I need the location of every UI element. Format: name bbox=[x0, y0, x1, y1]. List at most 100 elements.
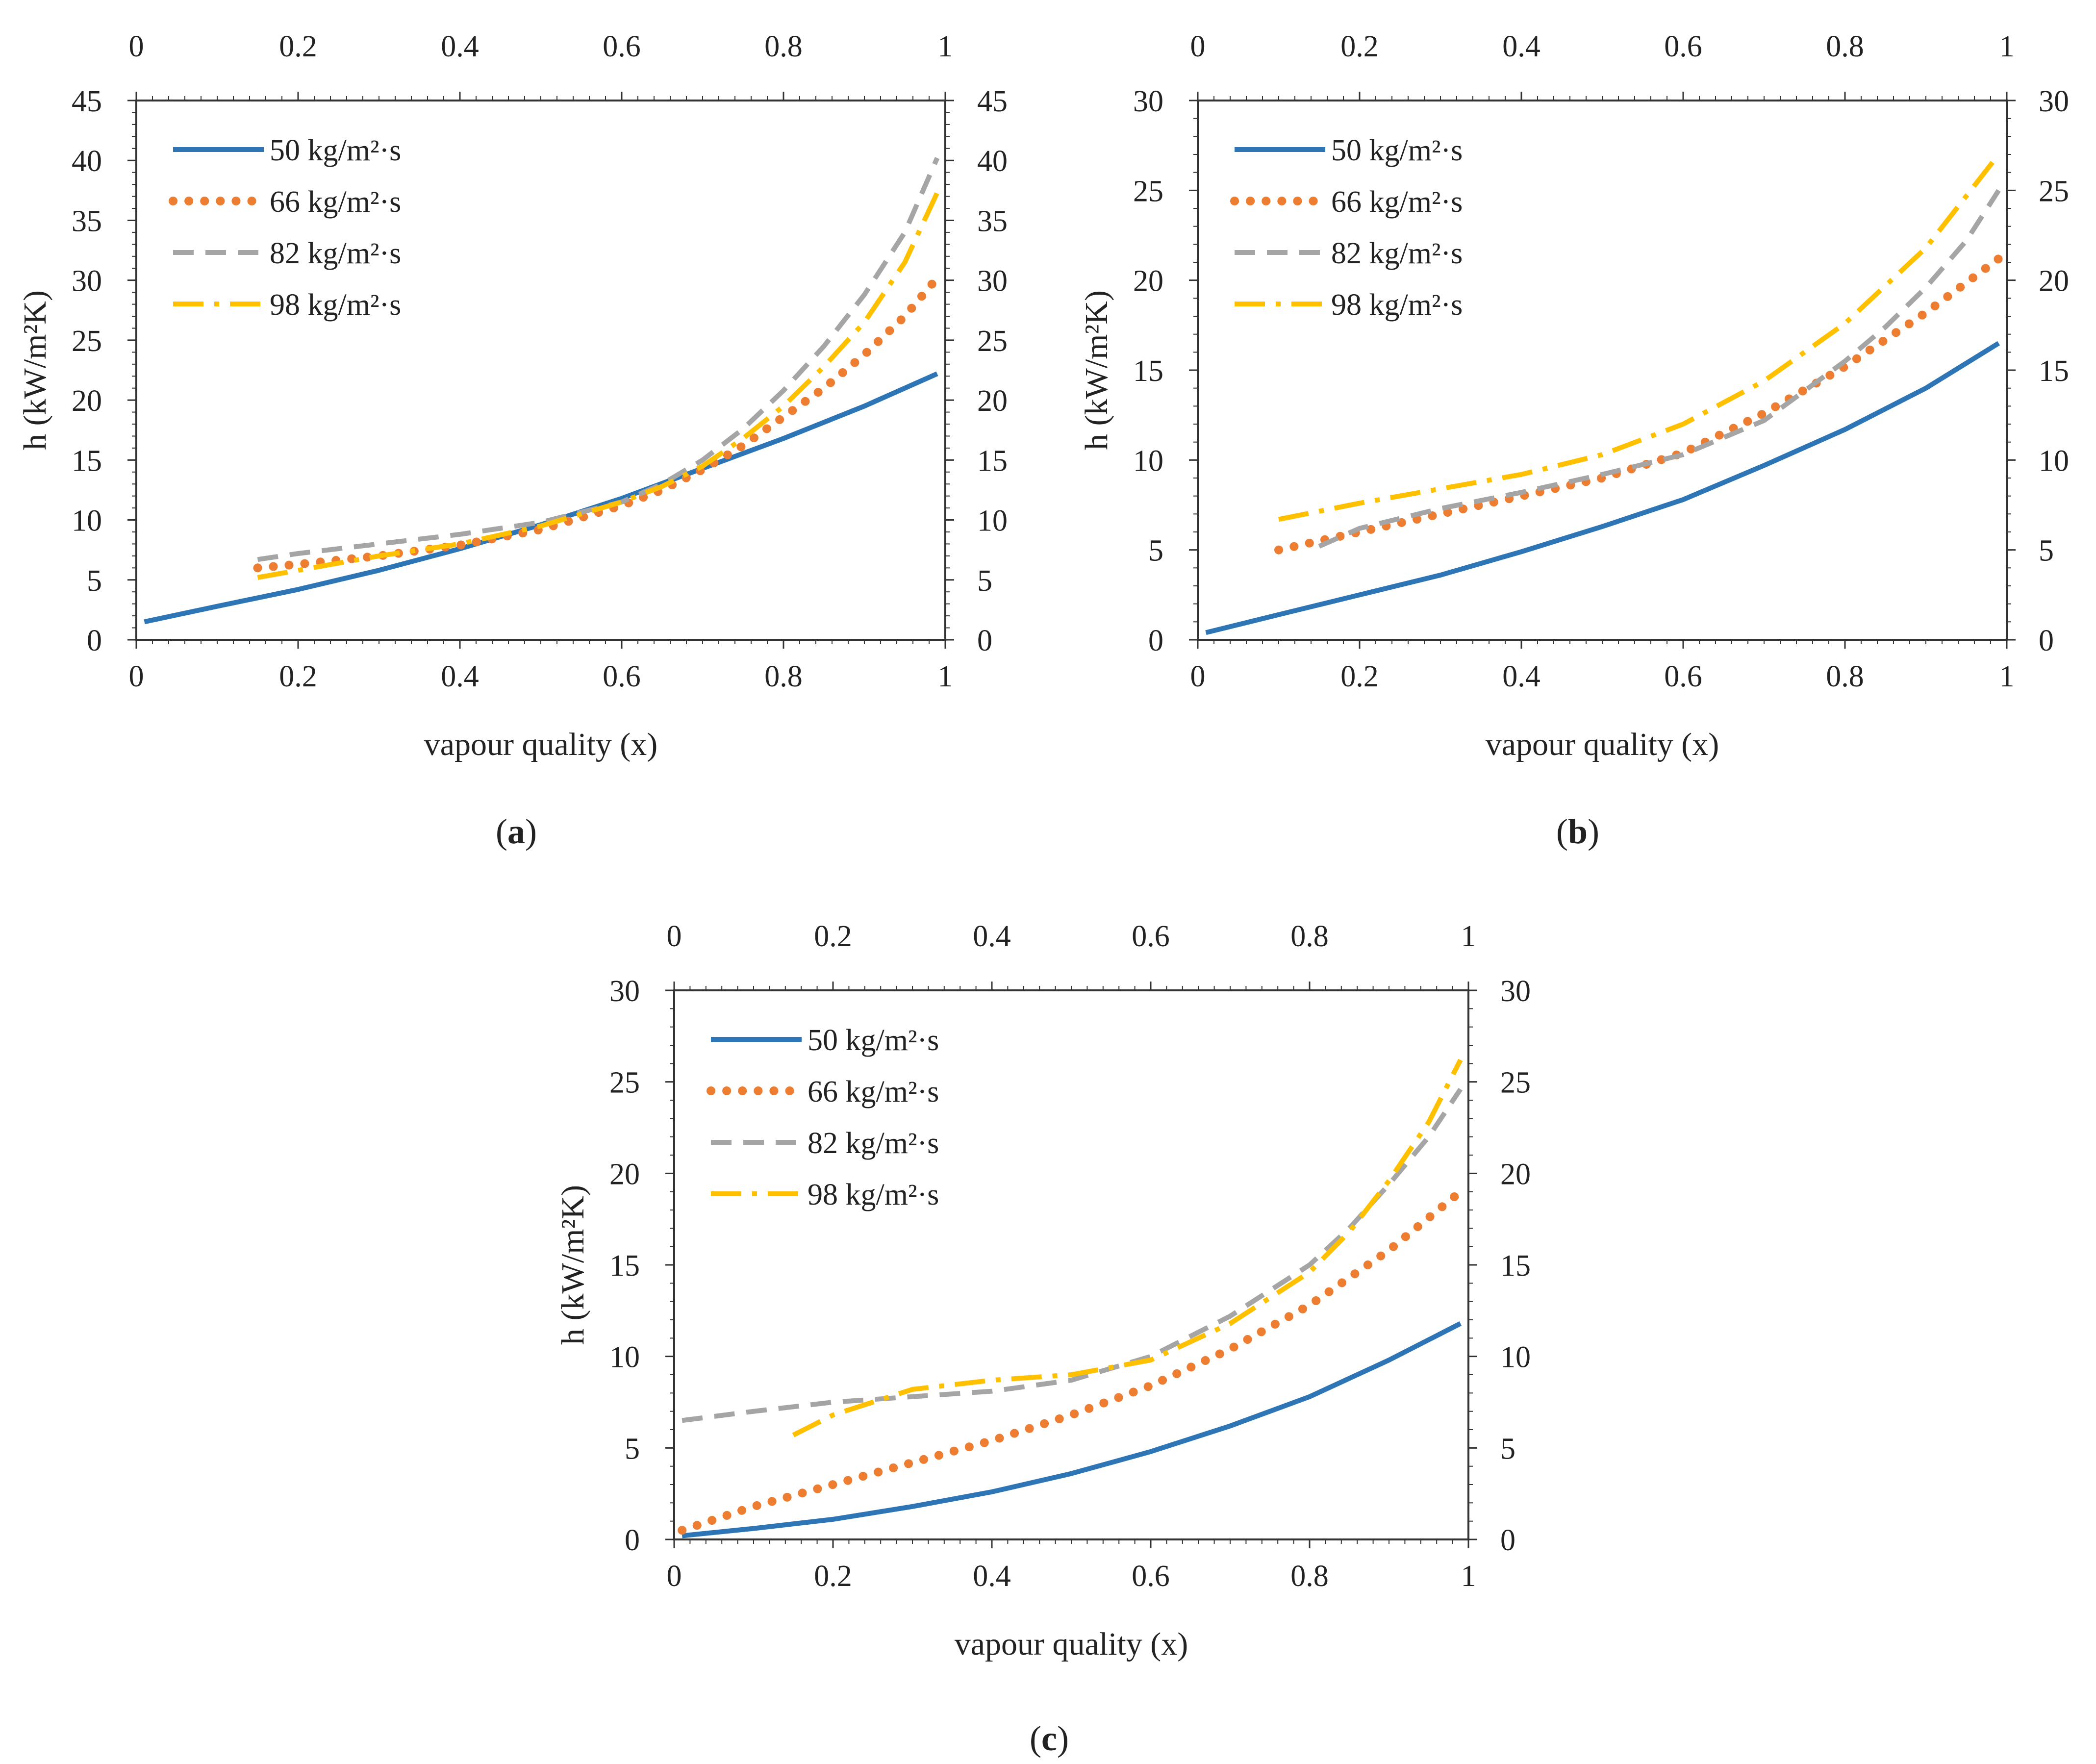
x-tick-label: 1 bbox=[1999, 660, 2015, 693]
x-top-tick-label: 0.8 bbox=[1826, 30, 1864, 63]
y-right-tick-label: 15 bbox=[1500, 1249, 1531, 1283]
caption-open-paren: ( bbox=[1556, 812, 1568, 851]
panel-caption: (b) bbox=[1556, 812, 1599, 851]
x-top-tick-label: 0.6 bbox=[1132, 920, 1170, 953]
legend-label: 66 kg/m²·s bbox=[808, 1075, 939, 1109]
legend-label: 66 kg/m²·s bbox=[1331, 185, 1463, 219]
y-right-tick-label: 15 bbox=[977, 444, 1008, 478]
series-line-dashdot bbox=[792, 1058, 1463, 1437]
x-tick-label: 0.2 bbox=[279, 660, 317, 693]
x-tick-label: 0.2 bbox=[814, 1560, 852, 1593]
caption-close-paren: ) bbox=[1057, 1719, 1069, 1758]
legend-label: 82 kg/m²·s bbox=[808, 1127, 939, 1160]
x-top-tick-label: 1 bbox=[1461, 920, 1476, 953]
y-tick-label: 15 bbox=[1133, 354, 1163, 388]
y-tick-label: 35 bbox=[72, 204, 102, 238]
y-right-tick-label: 10 bbox=[977, 504, 1008, 538]
y-right-tick-label: 25 bbox=[2039, 175, 2069, 208]
x-tick-label: 0.2 bbox=[1340, 660, 1379, 693]
x-top-tick-label: 0.4 bbox=[1502, 30, 1540, 63]
x-top-tick-label: 0.2 bbox=[279, 30, 317, 63]
y-tick-label: 10 bbox=[609, 1341, 640, 1374]
x-tick-label: 0.4 bbox=[1502, 660, 1540, 693]
x-tick-label: 0.4 bbox=[441, 660, 479, 693]
y-tick-label: 25 bbox=[609, 1066, 640, 1100]
x-top-tick-label: 0.2 bbox=[814, 920, 852, 953]
x-top-tick-label: 0.8 bbox=[1290, 920, 1329, 953]
y-right-tick-label: 35 bbox=[977, 204, 1008, 238]
y-axis-title: h (kW/m²K) bbox=[17, 290, 53, 450]
y-right-tick-label: 30 bbox=[1500, 975, 1531, 1008]
series-line-dashdot bbox=[1278, 152, 2001, 522]
y-right-tick-label: 20 bbox=[977, 384, 1008, 418]
y-right-tick-label: 5 bbox=[1500, 1432, 1515, 1465]
caption-letter: b bbox=[1568, 812, 1588, 851]
x-top-tick-label: 1 bbox=[1999, 30, 2015, 63]
caption-letter: a bbox=[507, 812, 525, 851]
y-right-tick-label: 10 bbox=[1500, 1341, 1531, 1374]
plot-frame bbox=[673, 989, 1469, 1540]
legend-label: 98 kg/m²·s bbox=[270, 288, 401, 322]
caption-close-paren: ) bbox=[525, 812, 537, 851]
x-tick-label: 0.6 bbox=[1664, 660, 1702, 693]
series-line-dashed bbox=[1318, 189, 2001, 549]
y-tick-label: 45 bbox=[72, 85, 102, 118]
x-tick-label: 0.6 bbox=[1132, 1560, 1170, 1593]
x-top-tick-label: 0.4 bbox=[441, 30, 479, 63]
y-tick-label: 25 bbox=[72, 325, 102, 358]
y-right-tick-label: 10 bbox=[2039, 444, 2069, 478]
x-tick-label: 0.8 bbox=[1290, 1560, 1329, 1593]
legend-label: 50 kg/m²·s bbox=[270, 134, 401, 167]
legend-label: 50 kg/m²·s bbox=[808, 1024, 939, 1057]
y-tick-label: 10 bbox=[1133, 444, 1163, 478]
y-right-tick-label: 30 bbox=[2039, 85, 2069, 118]
x-axis-title: vapour quality (x) bbox=[424, 727, 658, 762]
series-line-dotted bbox=[678, 1187, 1465, 1535]
y-axis-title: h (kW/m²K) bbox=[555, 1185, 591, 1345]
x-top-tick-label: 0.4 bbox=[973, 920, 1011, 953]
x-top-tick-label: 0.8 bbox=[764, 30, 803, 63]
x-tick-label: 1 bbox=[938, 660, 953, 693]
legend-label: 82 kg/m²·s bbox=[270, 237, 401, 270]
y-right-tick-label: 40 bbox=[977, 145, 1008, 178]
x-top-tick-label: 0.6 bbox=[603, 30, 641, 63]
x-top-tick-label: 0.6 bbox=[1664, 30, 1702, 63]
legend-label: 66 kg/m²·s bbox=[270, 185, 401, 219]
x-tick-label: 0.8 bbox=[764, 660, 803, 693]
x-tick-label: 0.4 bbox=[973, 1560, 1011, 1593]
y-tick-label: 15 bbox=[609, 1249, 640, 1283]
x-tick-label: 0 bbox=[667, 1560, 682, 1593]
panel-caption: (c) bbox=[1030, 1719, 1069, 1758]
y-tick-label: 5 bbox=[1148, 534, 1163, 568]
y-tick-label: 15 bbox=[72, 444, 102, 478]
y-right-tick-label: 0 bbox=[1500, 1524, 1515, 1557]
legend-label: 98 kg/m²·s bbox=[808, 1178, 939, 1211]
caption-letter: c bbox=[1041, 1719, 1057, 1758]
legend-label: 98 kg/m²·s bbox=[1331, 288, 1463, 322]
series-line-dashdot bbox=[257, 192, 940, 580]
series-line-solid bbox=[1205, 341, 2000, 635]
y-tick-label: 0 bbox=[625, 1524, 640, 1557]
y-tick-label: 0 bbox=[1148, 624, 1163, 657]
y-tick-label: 25 bbox=[1133, 175, 1163, 208]
x-tick-label: 0 bbox=[1190, 660, 1206, 693]
y-tick-label: 40 bbox=[72, 145, 102, 178]
y-tick-label: 5 bbox=[625, 1432, 640, 1465]
y-tick-label: 20 bbox=[609, 1158, 640, 1191]
plot-frame bbox=[1197, 100, 2008, 641]
x-top-tick-label: 0.2 bbox=[1340, 30, 1379, 63]
y-right-tick-label: 0 bbox=[2039, 624, 2054, 657]
y-right-tick-label: 30 bbox=[977, 265, 1008, 298]
y-tick-label: 5 bbox=[87, 564, 102, 598]
legend-label: 50 kg/m²·s bbox=[1331, 134, 1463, 167]
x-tick-label: 0.6 bbox=[603, 660, 641, 693]
series-line-dashed bbox=[257, 157, 940, 562]
legend-label: 82 kg/m²·s bbox=[1331, 237, 1463, 270]
series-line-solid bbox=[682, 1321, 1462, 1538]
panel-caption: (a) bbox=[496, 812, 537, 851]
y-tick-label: 10 bbox=[72, 504, 102, 538]
